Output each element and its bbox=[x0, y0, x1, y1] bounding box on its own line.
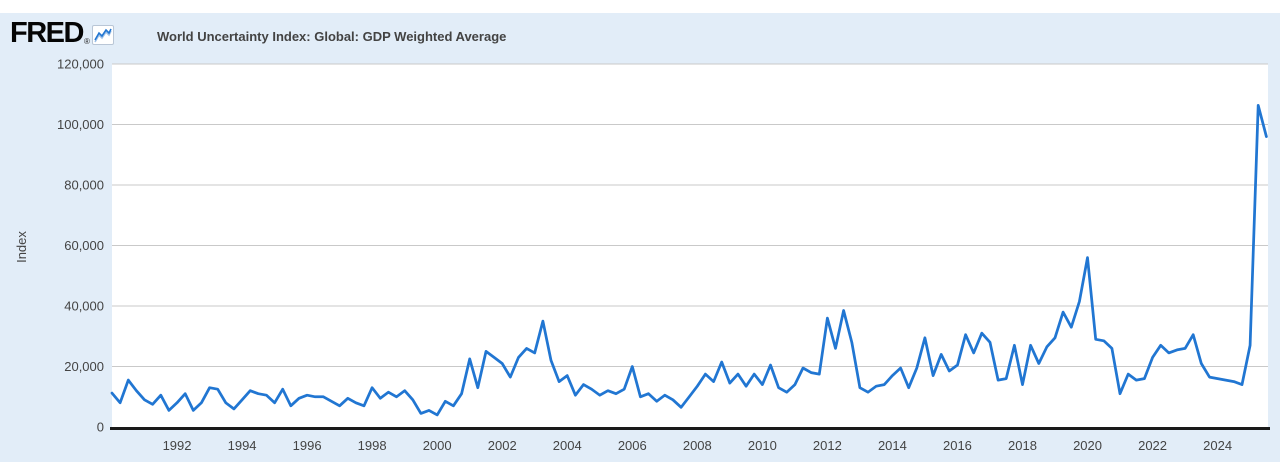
x-tick-label: 2002 bbox=[488, 438, 517, 453]
x-tick-label: 1996 bbox=[293, 438, 322, 453]
fred-sparkline-icon bbox=[92, 25, 114, 45]
x-tick-label: 2008 bbox=[683, 438, 712, 453]
y-tick-label: 40,000 bbox=[64, 299, 104, 314]
y-tick-label: 0 bbox=[97, 420, 104, 435]
x-tick-label: 1994 bbox=[228, 438, 257, 453]
y-tick-label: 120,000 bbox=[57, 57, 104, 72]
y-tick-label: 20,000 bbox=[64, 359, 104, 374]
x-tick-label: 2006 bbox=[618, 438, 647, 453]
x-tick-label: 1998 bbox=[358, 438, 387, 453]
x-tick-label: 2024 bbox=[1203, 438, 1232, 453]
series-line[interactable] bbox=[110, 104, 1268, 417]
x-tick-label: 2020 bbox=[1073, 438, 1102, 453]
chart-legend: World Uncertainty Index: Global: GDP Wei… bbox=[122, 28, 506, 44]
x-tick-label: 2018 bbox=[1008, 438, 1037, 453]
legend-series-label: World Uncertainty Index: Global: GDP Wei… bbox=[157, 28, 507, 44]
x-tick-label: 2016 bbox=[943, 438, 972, 453]
registered-trademark: ® bbox=[84, 37, 90, 46]
x-tick-label: 2022 bbox=[1138, 438, 1167, 453]
x-tick-label: 1992 bbox=[163, 438, 192, 453]
y-tick-label: 80,000 bbox=[64, 178, 104, 193]
x-tick-label: 2004 bbox=[553, 438, 582, 453]
x-tick-label: 2000 bbox=[423, 438, 452, 453]
y-tick-label: 60,000 bbox=[64, 238, 104, 253]
x-tick-label: 2012 bbox=[813, 438, 842, 453]
fred-logo[interactable]: FRED bbox=[10, 17, 84, 49]
x-tick-label: 2010 bbox=[748, 438, 777, 453]
x-tick-label: 2014 bbox=[878, 438, 907, 453]
y-tick-label: 100,000 bbox=[57, 117, 104, 132]
